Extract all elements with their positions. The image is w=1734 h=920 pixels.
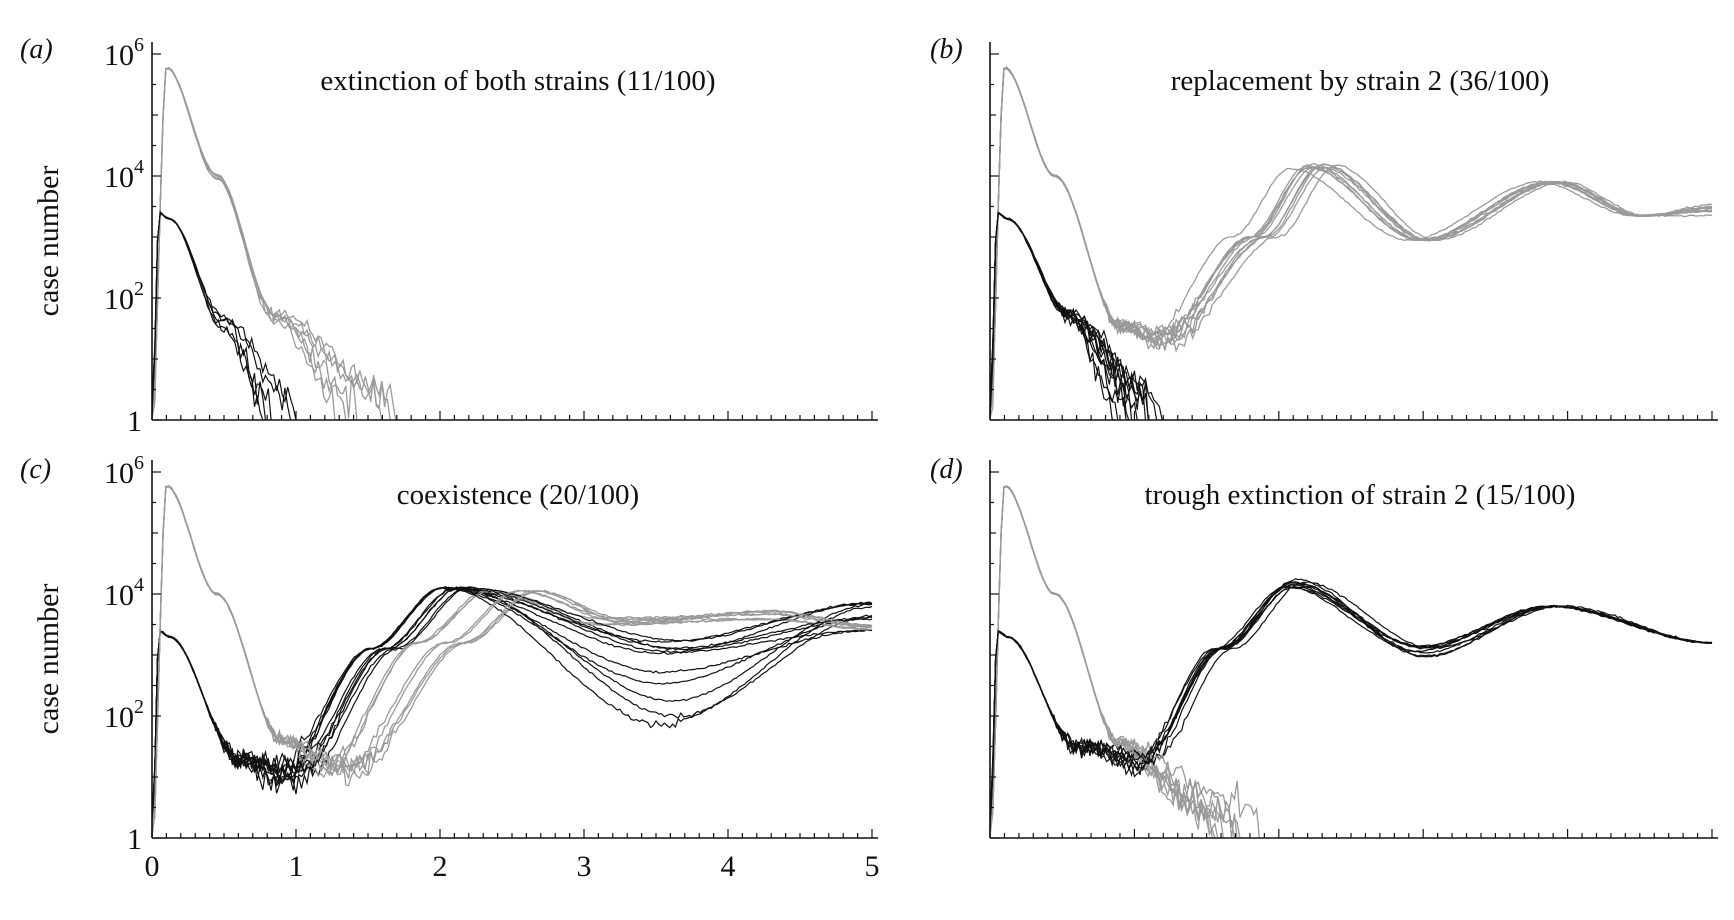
y-tick-label-exponent: 4 [134, 574, 144, 596]
panel-title: trough extinction of strain 2 (15/100) [1145, 479, 1576, 511]
x-tick-label: 0 [145, 850, 160, 883]
y-tick-label: 106 [104, 452, 144, 490]
series-curves [151, 485, 873, 838]
series-line-strain-1 [989, 66, 1712, 407]
y-tick-label: 106 [104, 34, 144, 72]
series-line-strain-1 [151, 485, 873, 836]
y-tick-label-exponent: 6 [134, 452, 144, 474]
y-tick-label-exponent: 4 [134, 156, 144, 178]
series-line-strain-2 [989, 586, 1713, 816]
y-tick-label-exponent: 2 [134, 278, 144, 300]
y-tick-label-exponent: 6 [134, 34, 144, 56]
series-line-strain-1 [989, 485, 1219, 839]
y-tick-label: 1 [127, 823, 142, 856]
y-tick-label-base: 10 [104, 39, 134, 72]
series-line-strain-1 [989, 67, 1713, 418]
series-line-strain-1 [989, 486, 1216, 839]
series-line-strain-2 [989, 581, 1713, 819]
panel-d: (d) trough extinction of strain 2 (15/100… [930, 454, 1718, 839]
panel-a: (a) extinction of both strains (11/100) ca… [20, 34, 878, 438]
y-tick-label-base: 10 [104, 579, 134, 612]
series-line-strain-2 [989, 586, 1713, 827]
series-line-strain-2 [151, 586, 873, 829]
series-line-strain-1 [989, 67, 1713, 411]
y-tick-label-base: 10 [104, 283, 134, 316]
series-line-strain-1 [151, 485, 873, 835]
panel-title: extinction of both strains (11/100) [320, 65, 715, 97]
series-line-strain-1 [989, 66, 1713, 416]
series-line-strain-1 [151, 485, 873, 829]
series-line-strain-2 [151, 586, 873, 811]
y-tick-label-base: 10 [104, 457, 134, 490]
y-axis-label: case number [32, 584, 65, 735]
series-line-strain-1 [151, 486, 873, 835]
series-line-strain-2 [989, 583, 1713, 833]
series-line-strain-1 [989, 486, 1213, 839]
y-tick-label: 104 [104, 156, 144, 194]
series-line-strain-1 [989, 68, 1713, 416]
panel-b: (b) replacement by strain 2 (36/100) [930, 34, 1718, 421]
series-line-strain-1 [151, 485, 873, 837]
y-tick-label-base: 10 [104, 701, 134, 734]
x-tick-label: 5 [865, 850, 880, 883]
panel-c: (c)coexistence (20/100)case number110210… [20, 452, 880, 883]
y-tick-label: 102 [104, 278, 144, 316]
x-tick-label: 3 [577, 850, 592, 883]
series-line-strain-2 [151, 585, 873, 824]
y-tick-label-exponent: 2 [134, 696, 144, 718]
series-line-strain-1 [151, 66, 397, 421]
series-line-strain-2 [151, 212, 272, 421]
series-curves [989, 66, 1713, 421]
series-line-strain-1 [151, 68, 347, 421]
series-line-strain-2 [151, 210, 267, 421]
series-line-strain-1 [151, 67, 358, 421]
panel-title: coexistence (20/100) [397, 479, 639, 511]
x-tick-label: 4 [721, 850, 736, 883]
x-tick-label: 2 [433, 850, 448, 883]
panel-label: (b) [930, 34, 963, 65]
series-curves [989, 485, 1713, 839]
series-line-strain-2 [989, 211, 1127, 421]
series-line-strain-2 [989, 210, 1116, 421]
series-line-strain-2 [989, 212, 1119, 421]
series-line-strain-1 [989, 66, 1713, 413]
y-tick-label: 1 [127, 405, 142, 438]
panel-label: (c) [20, 454, 51, 485]
series-line-strain-2 [989, 211, 1158, 421]
y-tick-label: 104 [104, 574, 144, 612]
x-tick-label: 1 [289, 850, 304, 883]
series-curves [151, 66, 397, 421]
panel-label: (a) [20, 34, 53, 65]
panel-label: (d) [930, 454, 963, 485]
y-tick-label: 102 [104, 696, 144, 734]
series-line-strain-2 [989, 585, 1713, 830]
y-axis-label: case number [32, 166, 65, 317]
series-line-strain-2 [151, 586, 873, 823]
panel-title: replacement by strain 2 (36/100) [1171, 65, 1550, 97]
y-tick-label-base: 10 [104, 161, 134, 194]
